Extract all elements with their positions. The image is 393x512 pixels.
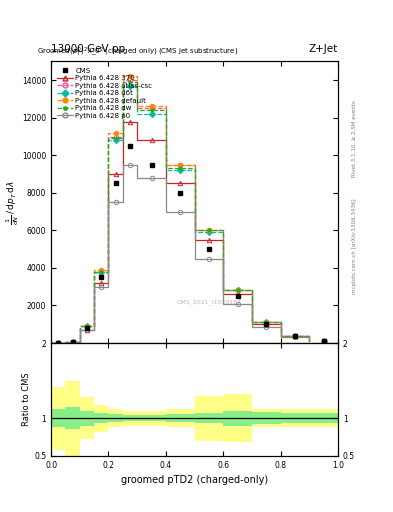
Text: Rivet 3.1.10, ≥ 2.5M events: Rivet 3.1.10, ≥ 2.5M events: [352, 100, 357, 177]
Text: Z+Jet: Z+Jet: [309, 44, 338, 54]
Text: CMS_2021_I1920187: CMS_2021_I1920187: [176, 300, 241, 305]
X-axis label: groomed pTD2 (charged-only): groomed pTD2 (charged-only): [121, 475, 268, 485]
Text: 13000 GeV pp: 13000 GeV pp: [51, 44, 125, 54]
Text: mcplots.cern.ch [arXiv:1306.3436]: mcplots.cern.ch [arXiv:1306.3436]: [352, 198, 357, 293]
Y-axis label: $\frac{1}{\mathrm{d}N}\,/\,\mathrm{d}p_T\,\mathrm{d}\lambda$: $\frac{1}{\mathrm{d}N}\,/\,\mathrm{d}p_T…: [4, 180, 20, 225]
Legend: CMS, Pythia 6.428 370, Pythia 6.428 atlas-csc, Pythia 6.428 d6t, Pythia 6.428 de: CMS, Pythia 6.428 370, Pythia 6.428 atla…: [57, 68, 152, 119]
Text: Groomed$(p_T^D)^2\lambda\_0^2$ (charged only) (CMS jet substructure): Groomed$(p_T^D)^2\lambda\_0^2$ (charged …: [37, 46, 238, 58]
Y-axis label: Ratio to CMS: Ratio to CMS: [22, 373, 31, 426]
